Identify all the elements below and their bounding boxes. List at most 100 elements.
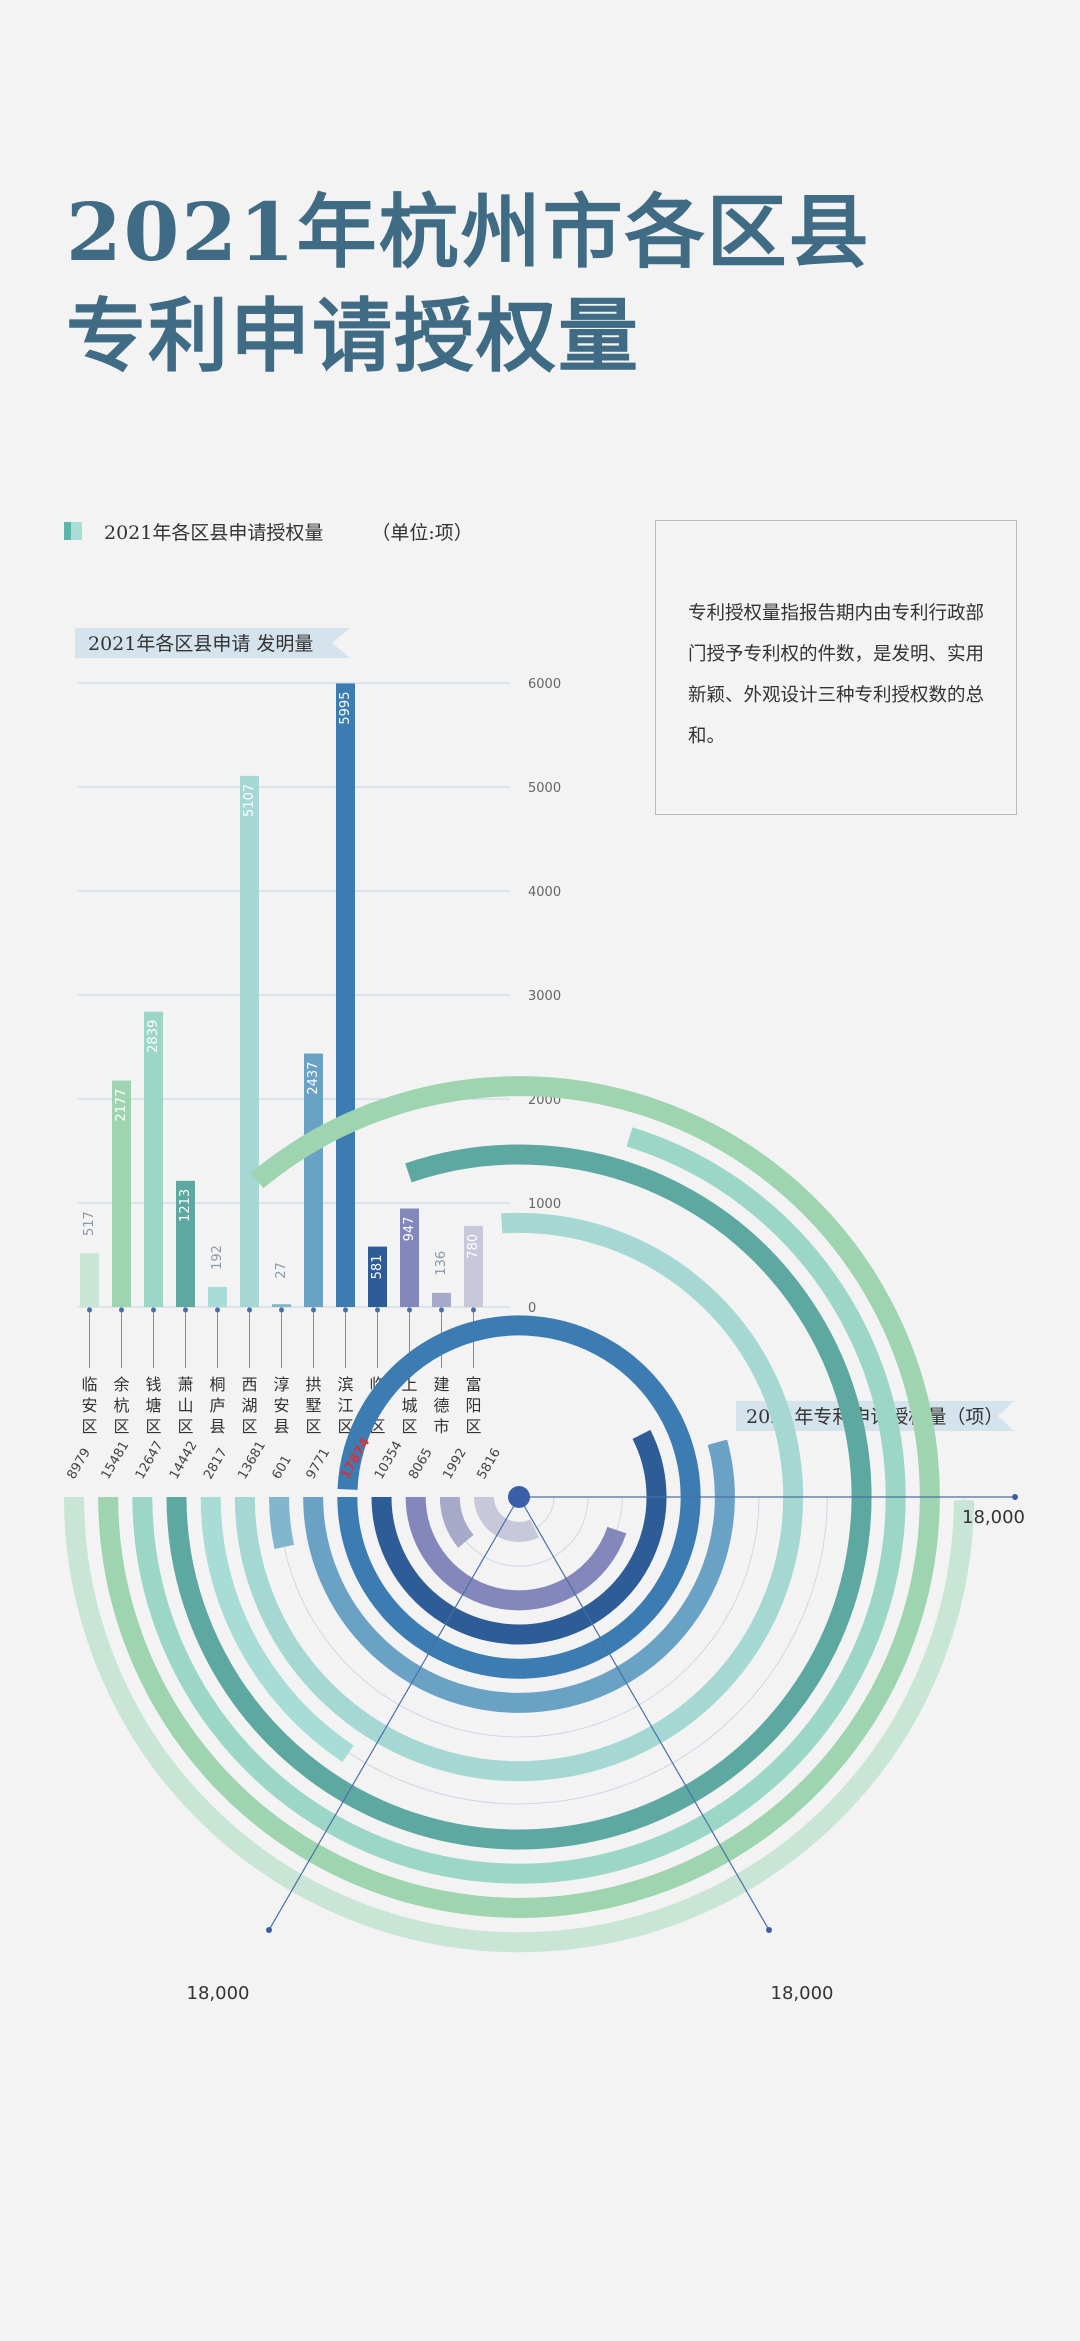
y-tick-label: 3000 <box>528 989 561 1004</box>
tag-background <box>736 1401 1014 1431</box>
bar-value-label: 1213 <box>178 1189 193 1222</box>
radial-arc <box>439 1496 474 1548</box>
radial-arc <box>269 1496 295 1550</box>
category-dot <box>343 1307 348 1313</box>
category-dot <box>471 1307 476 1313</box>
category-label: 拱墅区 <box>305 1375 321 1436</box>
category-dot <box>279 1307 284 1313</box>
bar-value-label: 5995 <box>338 692 353 725</box>
category-dot <box>375 1307 380 1313</box>
bar-value-label: 2437 <box>306 1062 321 1095</box>
tag-background <box>75 628 350 658</box>
y-tick-label: 5000 <box>528 781 561 796</box>
radial-arc <box>474 1496 539 1542</box>
bar-value-label: 581 <box>370 1255 385 1280</box>
legend: 2021年各区县申请授权量 （单位:项） <box>64 516 473 546</box>
radial-value-label: 15481 <box>99 1439 133 1482</box>
category-label: 富阳区 <box>465 1375 481 1436</box>
category-dot <box>247 1307 252 1313</box>
bar-value-label: 947 <box>402 1217 417 1242</box>
category-dot <box>183 1307 188 1313</box>
definition-note: 专利授权量指报告期内由专利行政部门授予专利权的件数，是发明、实用新颖、外观设计三… <box>655 520 1017 815</box>
y-tick-label: 6000 <box>528 677 561 692</box>
radial-value-label: 10354 <box>372 1439 406 1482</box>
category-dot <box>439 1307 444 1313</box>
bar <box>176 1180 195 1307</box>
bar-value-label: 192 <box>210 1245 225 1270</box>
radial-axes: 18,000 18,000 18,000 <box>187 1486 1025 2004</box>
category-label: 建德市 <box>433 1375 449 1436</box>
bar <box>368 1246 387 1307</box>
radial-arc <box>200 1496 354 1762</box>
radial-chart: 2021年专利申请授权量（项） 8979 15481 12647 14442 2817 1… <box>64 1076 1025 2004</box>
radial-value-label: 9771 <box>304 1446 334 1482</box>
bar-chart-title-tag: 2021年各区县申请 发明量 <box>75 628 350 658</box>
category-dot <box>311 1307 316 1313</box>
title-line-1: 2021年杭州市各区县 <box>66 185 871 279</box>
legend-label: 2021年各区县申请授权量 <box>104 521 324 544</box>
bar-value-label: 27 <box>274 1262 289 1279</box>
radial-arc <box>98 1076 940 1918</box>
axis-end-dot <box>766 1927 772 1934</box>
axis-end-dot <box>1012 1494 1018 1500</box>
category-label: 桐庐县 <box>209 1375 225 1436</box>
category-label: 萧山区 <box>177 1375 193 1436</box>
axis-line <box>268 1496 520 1931</box>
y-tick-label: 4000 <box>528 885 561 900</box>
bar <box>272 1304 291 1307</box>
category-label: 上城区 <box>401 1375 417 1436</box>
category-dot <box>215 1307 220 1313</box>
axis-max-label: 18,000 <box>771 1983 834 2004</box>
bar <box>144 1011 163 1307</box>
radial-arc <box>303 1439 735 1713</box>
page-title: 2021年杭州市各区县 专利申请授权量 <box>66 180 966 388</box>
bar <box>80 1253 99 1307</box>
radial-value-label: 12647 <box>133 1439 167 1482</box>
radial-value-label: 8065 <box>406 1446 436 1482</box>
title-line-2: 专利申请授权量 <box>66 289 640 383</box>
radial-value-label: 1992 <box>440 1446 470 1482</box>
radial-value-label: 14442 <box>167 1439 201 1482</box>
bar-value-label: 780 <box>466 1234 481 1259</box>
bar-value-label: 2177 <box>114 1089 129 1122</box>
y-tick-label: 1000 <box>528 1197 561 1212</box>
bar <box>112 1080 131 1307</box>
bar-value-label: 5107 <box>242 784 257 817</box>
bar <box>400 1208 419 1307</box>
radial-arc <box>166 1144 872 1850</box>
radial-arc <box>234 1212 804 1782</box>
radial-chart-title: 2021年专利申请授权量（项） <box>746 1406 1003 1428</box>
radial-chart-title-tag: 2021年专利申请授权量（项） <box>736 1401 1014 1431</box>
y-tick-label: 0 <box>528 1301 536 1316</box>
radial-arc <box>371 1429 667 1645</box>
category-label: 余杭区 <box>113 1375 129 1436</box>
category-dot <box>87 1307 92 1313</box>
category-label: 淳安县 <box>273 1375 289 1436</box>
category-label: 临安区 <box>81 1375 97 1436</box>
radial-value-label: 5816 <box>474 1446 504 1482</box>
axis-max-label: 18,000 <box>187 1983 250 2004</box>
bar <box>304 1053 323 1307</box>
radial-series <box>64 1076 974 1953</box>
bar-value-label: 2839 <box>146 1020 161 1053</box>
category-dot <box>407 1307 412 1313</box>
radial-arc <box>405 1496 627 1611</box>
bar <box>240 775 259 1307</box>
radial-value-label: 601 <box>269 1453 294 1482</box>
radial-arc <box>132 1127 906 1884</box>
axis-line <box>518 1496 770 1931</box>
category-label: 滨江区 <box>337 1375 353 1436</box>
bar-value-label: 136 <box>434 1251 449 1276</box>
definition-text: 专利授权量指报告期内由专利行政部门授予专利权的件数，是发明、实用新颖、外观设计三… <box>688 603 985 747</box>
radial-value-label: 2817 <box>201 1446 231 1482</box>
bar-chart-title: 2021年各区县申请 发明量 <box>88 633 313 655</box>
legend-unit: （单位:项） <box>371 521 473 544</box>
category-label: 西湖区 <box>241 1375 257 1436</box>
guide-arc <box>278 1496 760 1738</box>
bar-value-label: 517 <box>82 1211 97 1236</box>
bar <box>336 683 355 1307</box>
radial-arc <box>64 1496 974 1953</box>
